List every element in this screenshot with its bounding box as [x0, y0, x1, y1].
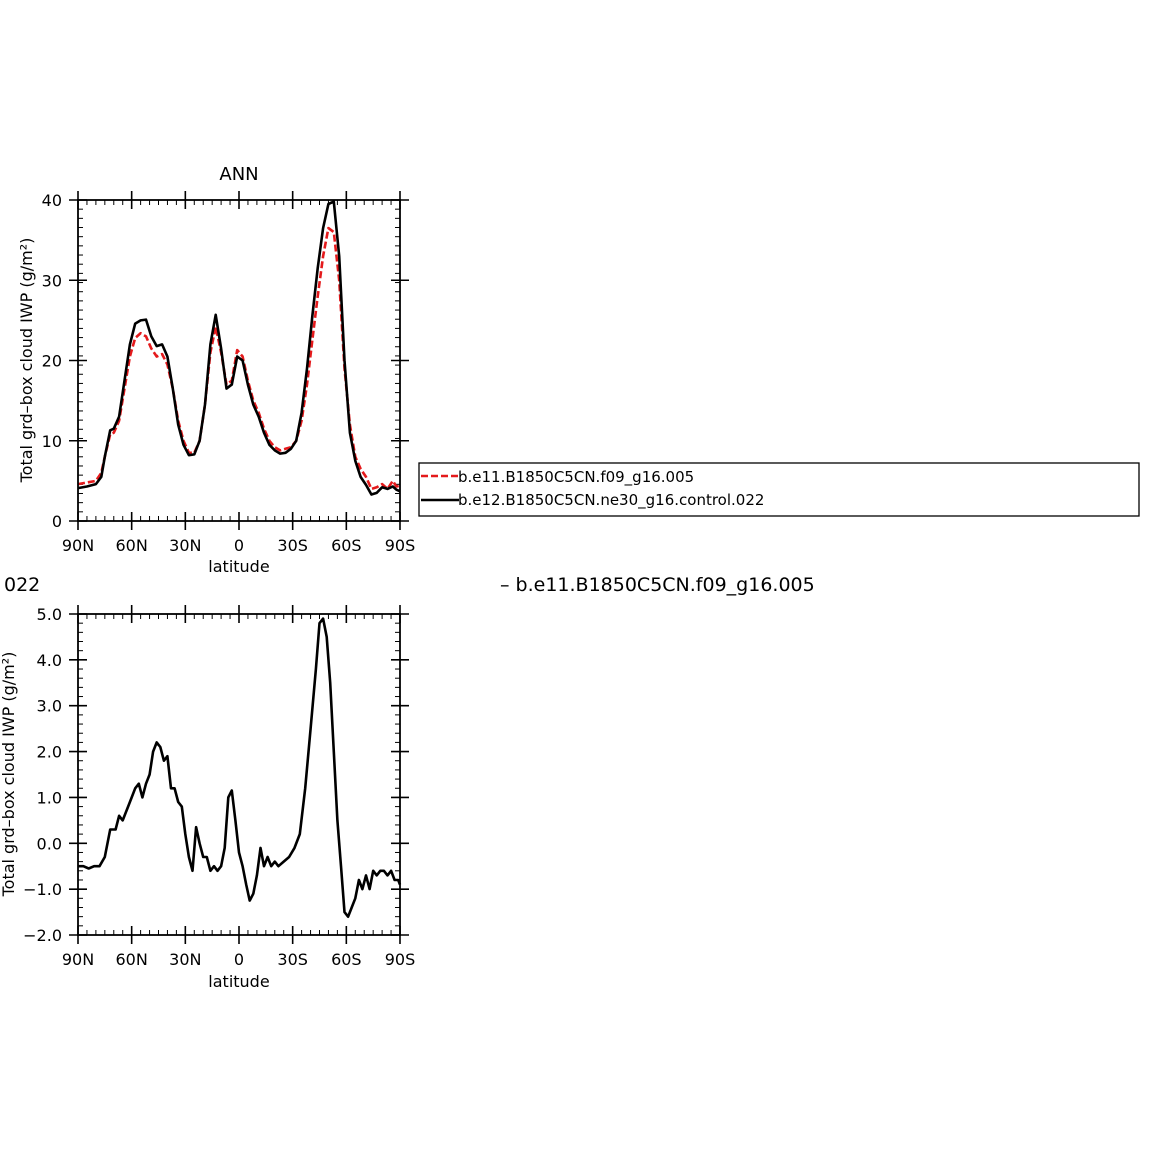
legend: b.e11.B1850C5CN.f09_g16.005 b.e12.B1850C…: [418, 462, 1140, 517]
x-tick-label: 30N: [169, 950, 201, 969]
x-tick-label: 60N: [116, 950, 148, 969]
series-line-black: [77, 200, 401, 496]
x-tick-label: 60S: [331, 536, 362, 555]
x-tick-label: 90S: [385, 950, 416, 969]
x-tick-label: 90N: [62, 536, 94, 555]
x-tick-label: 0: [234, 536, 244, 555]
legend-label-red: b.e11.B1850C5CN.f09_g16.005: [458, 468, 694, 487]
plot-frame: [77, 199, 401, 522]
y-tick-label: 5.0: [37, 605, 62, 624]
bottom-panel-chart: 90N 60N 30N 0 30S 60S 90S −2.0 −1.0 0.0 1.0 2.0 3.0 4…: [0, 605, 415, 991]
x-tick-label: 0: [234, 950, 244, 969]
y-axis-label: Total grd–box cloud IWP (g/m²): [0, 652, 18, 898]
x-tick-label: 60N: [116, 536, 148, 555]
y-tick-label: 0.0: [37, 834, 62, 853]
lower-panel-header-text: – b.e11.B1850C5CN.f09_g16.005: [500, 574, 815, 596]
y-tick-label: 4.0: [37, 651, 62, 670]
y-tick-label: 10: [42, 432, 62, 451]
x-tick-label: 30S: [277, 536, 308, 555]
top-panel-chart: 90N 60N 30N 0 30S 60S 90S 0 10 20 30 40 ANN latitude T…: [17, 164, 415, 576]
x-tick-label: 30N: [169, 536, 201, 555]
chart-title: ANN: [219, 164, 258, 185]
y-tick-label: 0: [52, 512, 62, 531]
y-tick-label: 40: [42, 191, 62, 210]
x-tick-label: 90S: [385, 536, 416, 555]
x-axis-label: latitude: [208, 557, 269, 576]
y-tick-label: −1.0: [23, 880, 62, 899]
x-tick-label: 60S: [331, 950, 362, 969]
legend-box: [418, 462, 1140, 517]
x-tick-label: 30S: [277, 950, 308, 969]
y-tick-label: 2.0: [37, 743, 62, 762]
lower-panel-header-fragment: 022: [4, 574, 41, 596]
x-tick-label: 90N: [62, 950, 94, 969]
y-tick-label: 1.0: [37, 788, 62, 807]
plot-frame: [77, 613, 401, 936]
legend-label-black: b.e12.B1850C5CN.ne30_g16.control.022: [458, 491, 764, 510]
y-tick-label: 20: [42, 352, 62, 371]
y-tick-label: 3.0: [37, 697, 62, 716]
y-axis-label: Total grd–box cloud IWP (g/m²): [17, 238, 36, 484]
y-tick-label: 30: [42, 271, 62, 290]
series-line-black: [78, 617, 402, 919]
x-axis-label: latitude: [208, 972, 269, 991]
y-tick-label: −2.0: [23, 926, 62, 945]
